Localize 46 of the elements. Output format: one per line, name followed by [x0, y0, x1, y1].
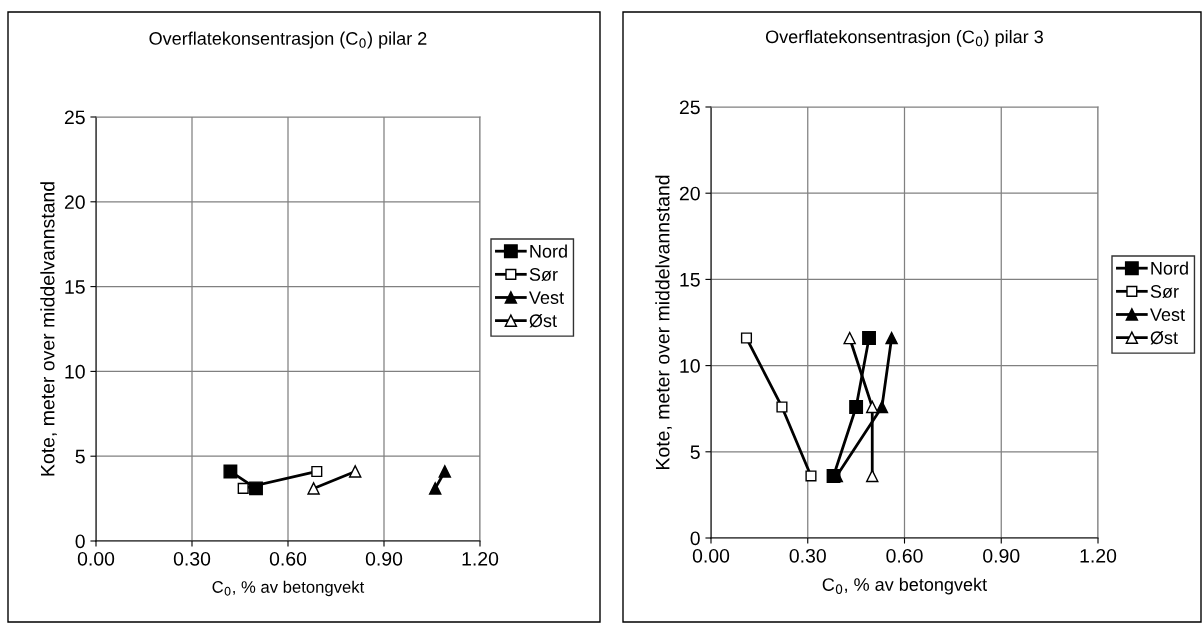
chart-title: Overflatekonsentrasjon (C$_{0}$) pilar 2 — [149, 31, 427, 49]
x-tick-label: 0.30 — [173, 551, 211, 566]
legend-label: Øst — [1150, 331, 1178, 345]
y-tick-label: 20 — [64, 195, 85, 210]
legend-label: Vest — [1150, 308, 1185, 321]
x-tick-label: 0.00 — [692, 548, 730, 563]
point — [865, 469, 879, 483]
y-tick-label: 25 — [679, 100, 700, 115]
x-tick-label: 0.90 — [365, 551, 403, 566]
legend-label: Vest — [529, 291, 564, 304]
point — [875, 400, 889, 414]
point — [776, 401, 788, 413]
x-tick-label: 0.30 — [789, 548, 826, 563]
point — [865, 400, 879, 414]
y-tick-label: 5 — [75, 449, 85, 464]
y-tick-label: 0 — [75, 534, 85, 549]
legend-label: Sør — [529, 268, 558, 281]
y-tick-label: 15 — [680, 273, 700, 287]
chart-title: Overflatekonsentrasjon (C$_{0}$) pilar 3 — [765, 29, 1043, 47]
y-tick-label: 0 — [690, 531, 700, 546]
y-axis-title: Kote, meter over middelvannstand — [40, 182, 57, 476]
point — [862, 331, 876, 345]
y-tick-label: 15 — [65, 280, 85, 294]
y-tick-label: 5 — [690, 445, 700, 460]
point — [805, 470, 817, 482]
x-tick-label: 0.90 — [983, 548, 1020, 563]
x-tick-label: 1.20 — [462, 551, 499, 566]
x-tick-label: 0.00 — [77, 551, 115, 566]
y-tick-label: 10 — [680, 359, 700, 373]
legend-label: Øst — [529, 314, 557, 328]
x-tick-label: 1.20 — [1080, 548, 1117, 563]
x-tick-label: 0.60 — [269, 551, 307, 566]
y-tick-label: 20 — [679, 186, 700, 201]
point — [885, 331, 898, 345]
x-axis-title: C$_{0}$, % av betongvekt — [212, 580, 365, 597]
legend-label: Nord — [1151, 261, 1188, 275]
x-axis-title: C$_{0}$, % av betongvekt — [822, 577, 987, 595]
point — [849, 400, 864, 414]
point — [740, 332, 753, 344]
y-tick-label: 25 — [64, 110, 85, 125]
y-tick-label: 10 — [65, 364, 85, 379]
x-tick-label: 0.60 — [886, 548, 923, 563]
point — [843, 331, 856, 345]
legend-label: Sør — [1150, 285, 1179, 298]
y-axis-title: Kote, meter over middelvannstand — [655, 175, 672, 469]
legend-label: Nord — [530, 244, 567, 258]
